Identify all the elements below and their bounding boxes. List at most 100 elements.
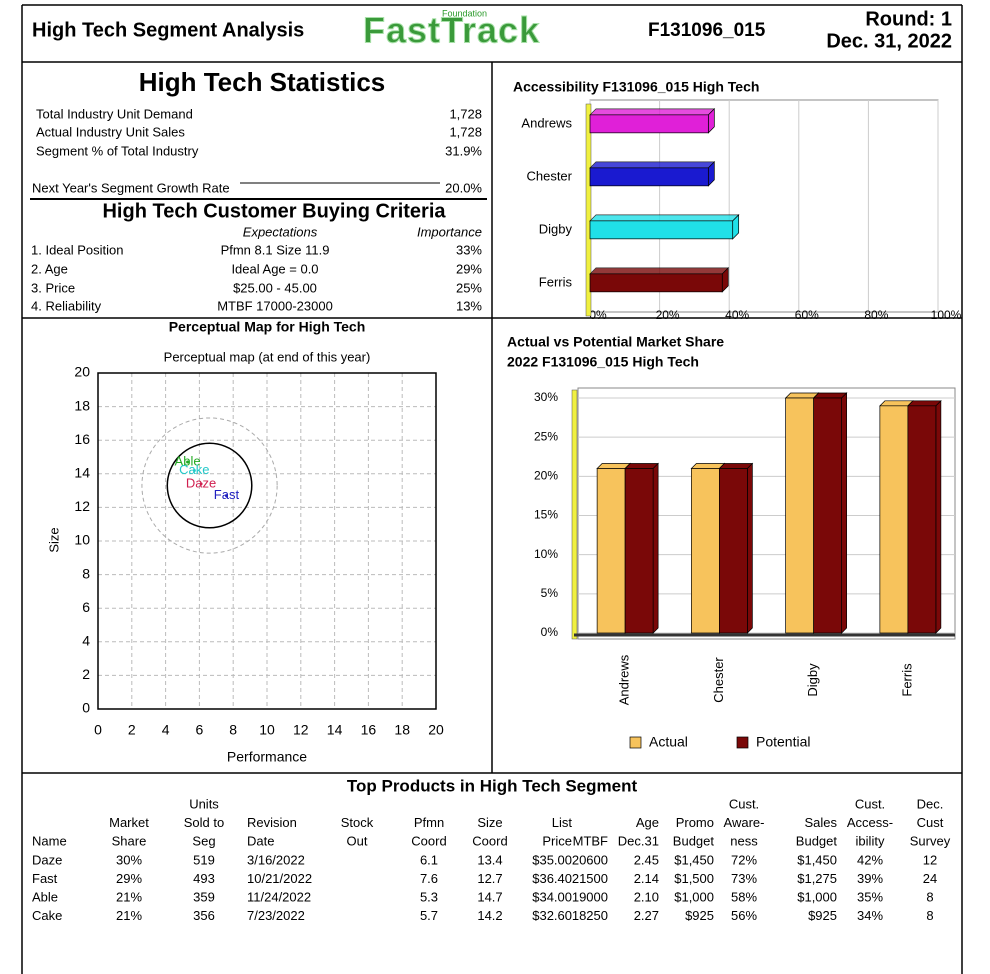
y-tick-label: 2	[82, 666, 90, 682]
table-cell: 72%	[731, 852, 757, 867]
category-label: Andrews	[617, 654, 632, 705]
column-header: Budget	[796, 833, 838, 848]
table-cell: $1,275	[797, 871, 837, 886]
table-cell: $1,500	[674, 871, 714, 886]
table-cell: 19000	[572, 889, 608, 904]
bar	[719, 468, 748, 634]
column-header: Cust.	[855, 796, 885, 811]
table-cell: 2.45	[634, 852, 659, 867]
bar	[589, 167, 709, 187]
stat-label: Next Year's Segment Growth Rate	[32, 180, 230, 195]
criteria: 1. Ideal Position Pfmn 8.1 Size 11.9 33% 2.…	[31, 242, 482, 313]
bar-top	[624, 463, 659, 469]
legend-swatch	[736, 736, 749, 749]
report-id: F131096_015	[648, 20, 766, 41]
table-cell: 18250	[572, 908, 608, 923]
stat-value: 20.0%	[445, 180, 482, 195]
products-table: Name Market Share Units Sold to Seg Revision Da…	[32, 796, 951, 923]
importance: 29%	[456, 261, 482, 276]
y-tick-label: 6	[82, 599, 90, 615]
x-tick-label: 2	[128, 722, 136, 738]
table-cell: 29%	[116, 871, 142, 886]
column-header: Aware-	[724, 815, 765, 830]
criteria-header: Expectations	[243, 224, 318, 239]
table-cell: 3/16/2022	[247, 852, 305, 867]
column-header: Price	[542, 833, 572, 848]
y-tick-label: 0%	[541, 625, 559, 639]
bar-top	[690, 463, 726, 469]
y-tick-label: 10	[74, 532, 90, 548]
table-cell: 7.6	[420, 871, 438, 886]
table-cell: $36.40	[532, 871, 572, 886]
column-header: Date	[247, 833, 274, 848]
x-axis-label: Performance	[227, 749, 307, 765]
bar-top	[589, 214, 740, 222]
x-tick-label: 12	[293, 722, 309, 738]
x-tick-label: 20	[428, 722, 444, 738]
y-tick-label: 14	[74, 465, 90, 481]
x-tick-label: 40%	[725, 308, 749, 322]
x-tick-label: 10	[259, 722, 275, 738]
table-cell: $1,450	[797, 852, 837, 867]
logo: FastTrack	[363, 10, 540, 51]
y-tick-label: 20%	[534, 469, 558, 483]
bar-top	[596, 463, 631, 469]
chart-title: Accessibility F131096_015 High Tech	[513, 79, 759, 95]
column-header: Coord	[411, 833, 446, 848]
column-header: Cust.	[729, 796, 759, 811]
wall	[585, 103, 592, 317]
column-header: ibility	[856, 833, 885, 848]
stat-label: Segment % of Total Industry	[36, 143, 199, 158]
stats: Total Industry Unit Demand 1,728 Actual In…	[32, 106, 482, 195]
table-cell: Able	[32, 889, 58, 904]
legend-label: Actual	[649, 734, 688, 750]
table-cell: 5.3	[420, 889, 438, 904]
column-header: Cust	[917, 815, 944, 830]
x-tick-label: 0%	[589, 308, 607, 322]
column-header: Size	[477, 815, 502, 830]
y-tick-label: 10%	[534, 547, 558, 561]
table-cell: 13.4	[477, 852, 502, 867]
column-header: Seg	[192, 833, 215, 848]
table-cell: $32.60	[532, 908, 572, 923]
plot-frame	[97, 372, 437, 710]
criterion: 4. Reliability	[31, 298, 102, 313]
bar-top	[589, 267, 730, 275]
table-cell: 21%	[116, 889, 142, 904]
column-header: Age	[636, 815, 659, 830]
table-cell: 5.7	[420, 908, 438, 923]
table-cell: 39%	[857, 871, 883, 886]
y-tick-label: 25%	[534, 429, 558, 443]
y-tick-label: 20	[74, 364, 90, 380]
stat-value: 1,728	[449, 106, 482, 121]
stat-label: Total Industry Unit Demand	[36, 106, 193, 121]
table-cell: $1,000	[797, 889, 837, 904]
x-tick-label: 0	[94, 722, 102, 738]
column-header: Share	[112, 833, 147, 848]
table-cell: 359	[193, 889, 215, 904]
y-tick-label: 30%	[534, 390, 558, 404]
table-cell: $34.00	[532, 889, 572, 904]
bar-side	[935, 399, 942, 634]
criterion: 3. Price	[31, 280, 75, 295]
column-header: Survey	[910, 833, 951, 848]
bar	[691, 468, 720, 634]
product-point	[224, 494, 228, 498]
criterion: 2. Age	[31, 261, 68, 276]
perceptual-map: Perceptual Map for High Tech Perceptual m…	[46, 319, 444, 765]
column-header: Out	[347, 833, 368, 848]
expectation: MTBF 17000-23000	[217, 298, 333, 313]
x-tick-label: 14	[327, 722, 343, 738]
chart-title: Perceptual Map for High Tech	[169, 319, 366, 335]
bar	[589, 220, 734, 240]
expectation: Ideal Age = 0.0	[231, 261, 318, 276]
x-tick-label: 4	[162, 722, 170, 738]
x-tick-label: 18	[394, 722, 410, 738]
table-cell: Cake	[32, 908, 62, 923]
x-tick-label: 16	[361, 722, 377, 738]
table-cell: Fast	[32, 871, 58, 886]
bar-top	[718, 463, 754, 469]
bar-top	[589, 161, 716, 169]
bar	[785, 397, 814, 634]
table-cell: $35.00	[532, 852, 572, 867]
